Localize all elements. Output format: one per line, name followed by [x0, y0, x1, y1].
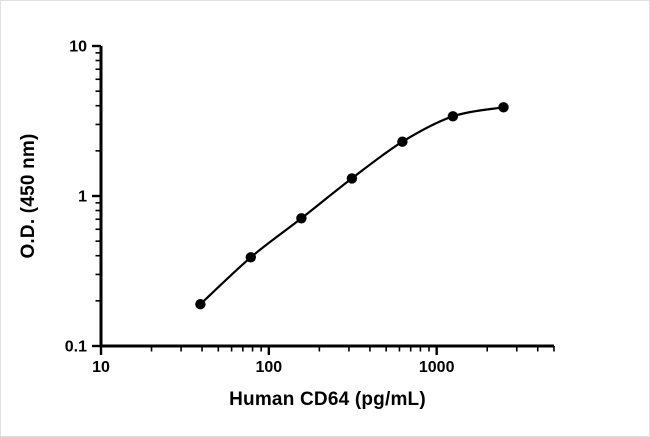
data-point-marker [397, 136, 408, 147]
y-tick-label: 10 [69, 39, 87, 56]
data-point-marker [296, 213, 307, 224]
x-tick-label: 10 [92, 359, 110, 376]
data-point-marker [498, 102, 509, 113]
x-tick-label: 1000 [419, 359, 455, 376]
y-axis-title: O.D. (450 nm) [18, 133, 39, 259]
y-tick-label: 0.1 [65, 339, 87, 356]
y-tick-label: 1 [78, 189, 87, 206]
x-tick-label: 100 [255, 359, 282, 376]
curve-line [199, 106, 504, 306]
data-point-marker [195, 299, 206, 310]
data-point-marker [245, 252, 256, 263]
data-point-marker [346, 173, 358, 184]
axis-spine [99, 46, 554, 348]
x-axis-title: Human CD64 (pg/mL) [229, 389, 426, 410]
data-point-marker [447, 111, 459, 122]
